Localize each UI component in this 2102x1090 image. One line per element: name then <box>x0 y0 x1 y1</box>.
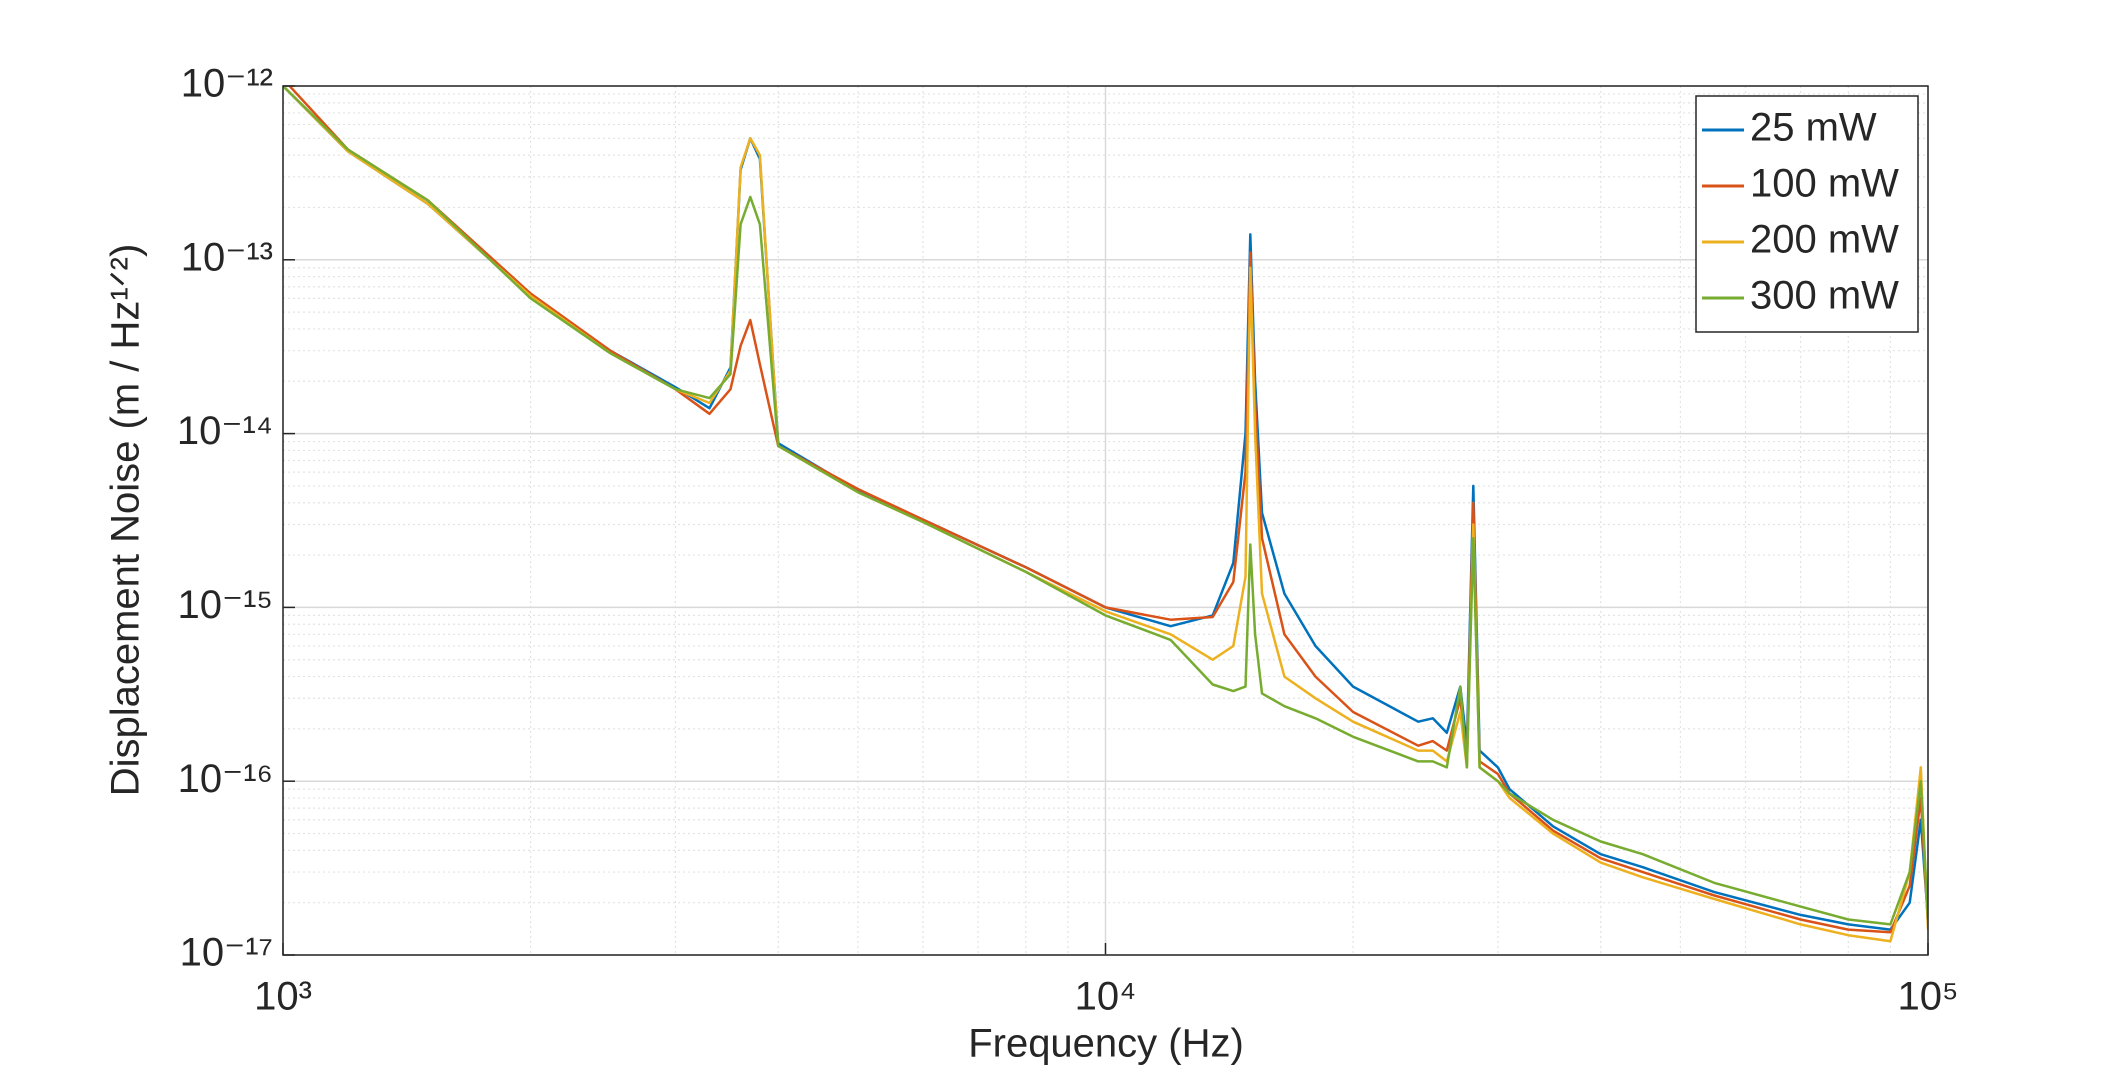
series-line <box>283 86 1928 943</box>
y-tick-label: 10⁻¹⁶ <box>178 757 273 801</box>
y-tick-label: 10⁻¹⁵ <box>177 583 273 627</box>
y-axis-label: Displacement Noise (m / Hz¹ᐟ²) <box>104 244 148 797</box>
y-tick-label: 10⁻¹³ <box>181 235 273 279</box>
y-tick-label: 10⁻¹⁷ <box>180 931 273 975</box>
legend-label: 100 mW <box>1750 162 1899 206</box>
x-tick-label: 10⁴ <box>1075 975 1137 1019</box>
legend-label: 300 mW <box>1750 274 1899 318</box>
x-tick-label: 10³ <box>254 975 312 1019</box>
plot-frame <box>282 85 1929 956</box>
y-tick-label: 10⁻¹² <box>181 62 273 106</box>
series-line <box>283 86 1928 926</box>
legend-label: 25 mW <box>1750 106 1877 150</box>
series-line <box>287 86 1928 934</box>
legend-label: 200 mW <box>1750 218 1899 262</box>
x-tick-label: 10⁵ <box>1897 975 1958 1019</box>
y-tick-label: 10⁻¹⁴ <box>177 409 273 453</box>
x-axis-label: Frequency (Hz) <box>968 1022 1244 1066</box>
legend-box <box>1695 95 1919 333</box>
